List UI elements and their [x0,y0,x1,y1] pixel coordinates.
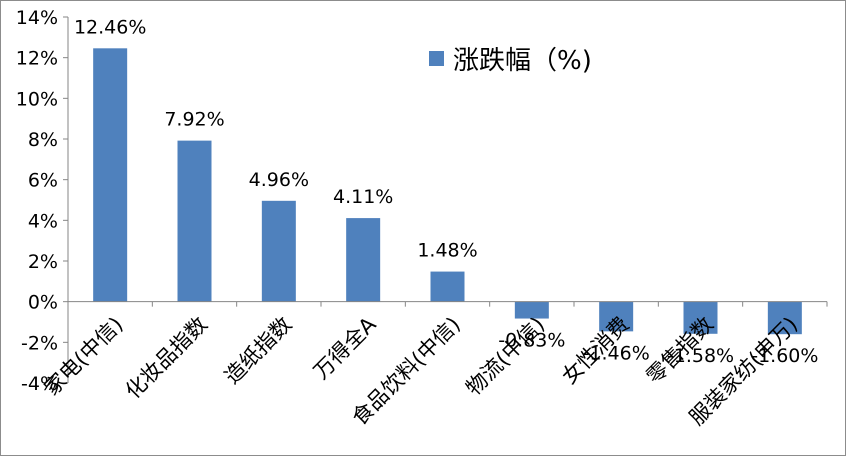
legend: 涨跌幅（%) [429,46,592,76]
data-label: -1.60% [751,345,818,367]
category-label: 万得全A [309,312,381,384]
bar [261,200,296,302]
y-tick-label: -2% [21,332,58,354]
y-tick-label: 10% [16,88,58,110]
bar [767,301,802,335]
bar [430,271,465,302]
x-axis [67,301,828,307]
data-label: -1.46% [583,342,650,364]
bar [346,218,381,302]
data-label: 1.48% [417,240,477,262]
category-label: 造纸指数 [220,312,296,388]
category-label: 家电(中信) [40,312,128,400]
bar [93,48,128,302]
y-tick-label: 0% [28,292,58,314]
data-label: 12.46% [74,16,146,38]
y-tick-label: -4% [21,373,58,395]
y-axis: 14% 12% 10% 8% 6% 4% 2% 0% -2% -4% [16,7,69,395]
bar [514,301,549,319]
category-label: 物流(中信) [461,312,549,400]
data-label: 4.11% [333,186,393,208]
bar [599,301,634,332]
y-tick-label: 8% [28,129,58,151]
data-label: 4.96% [249,169,309,191]
y-tick-label: 12% [16,48,58,70]
y-tick-label: 2% [28,251,58,273]
bar [177,140,212,302]
data-label: 7.92% [164,109,224,131]
bars [93,48,802,335]
legend-swatch [429,51,444,66]
y-tick-label: 6% [28,170,58,192]
y-tick-label: 14% [16,7,58,29]
bar [683,301,718,334]
data-labels: 12.46% 7.92% 4.96% 4.11% 1.48% -0.83% -1.46% -1… [74,16,819,367]
category-label: 化妆品指数 [121,312,212,403]
data-label: -1.58% [667,345,734,367]
data-label: -0.83% [498,330,565,352]
legend-label: 涨跌幅（%) [453,46,592,76]
y-tick-label: 4% [28,210,58,232]
